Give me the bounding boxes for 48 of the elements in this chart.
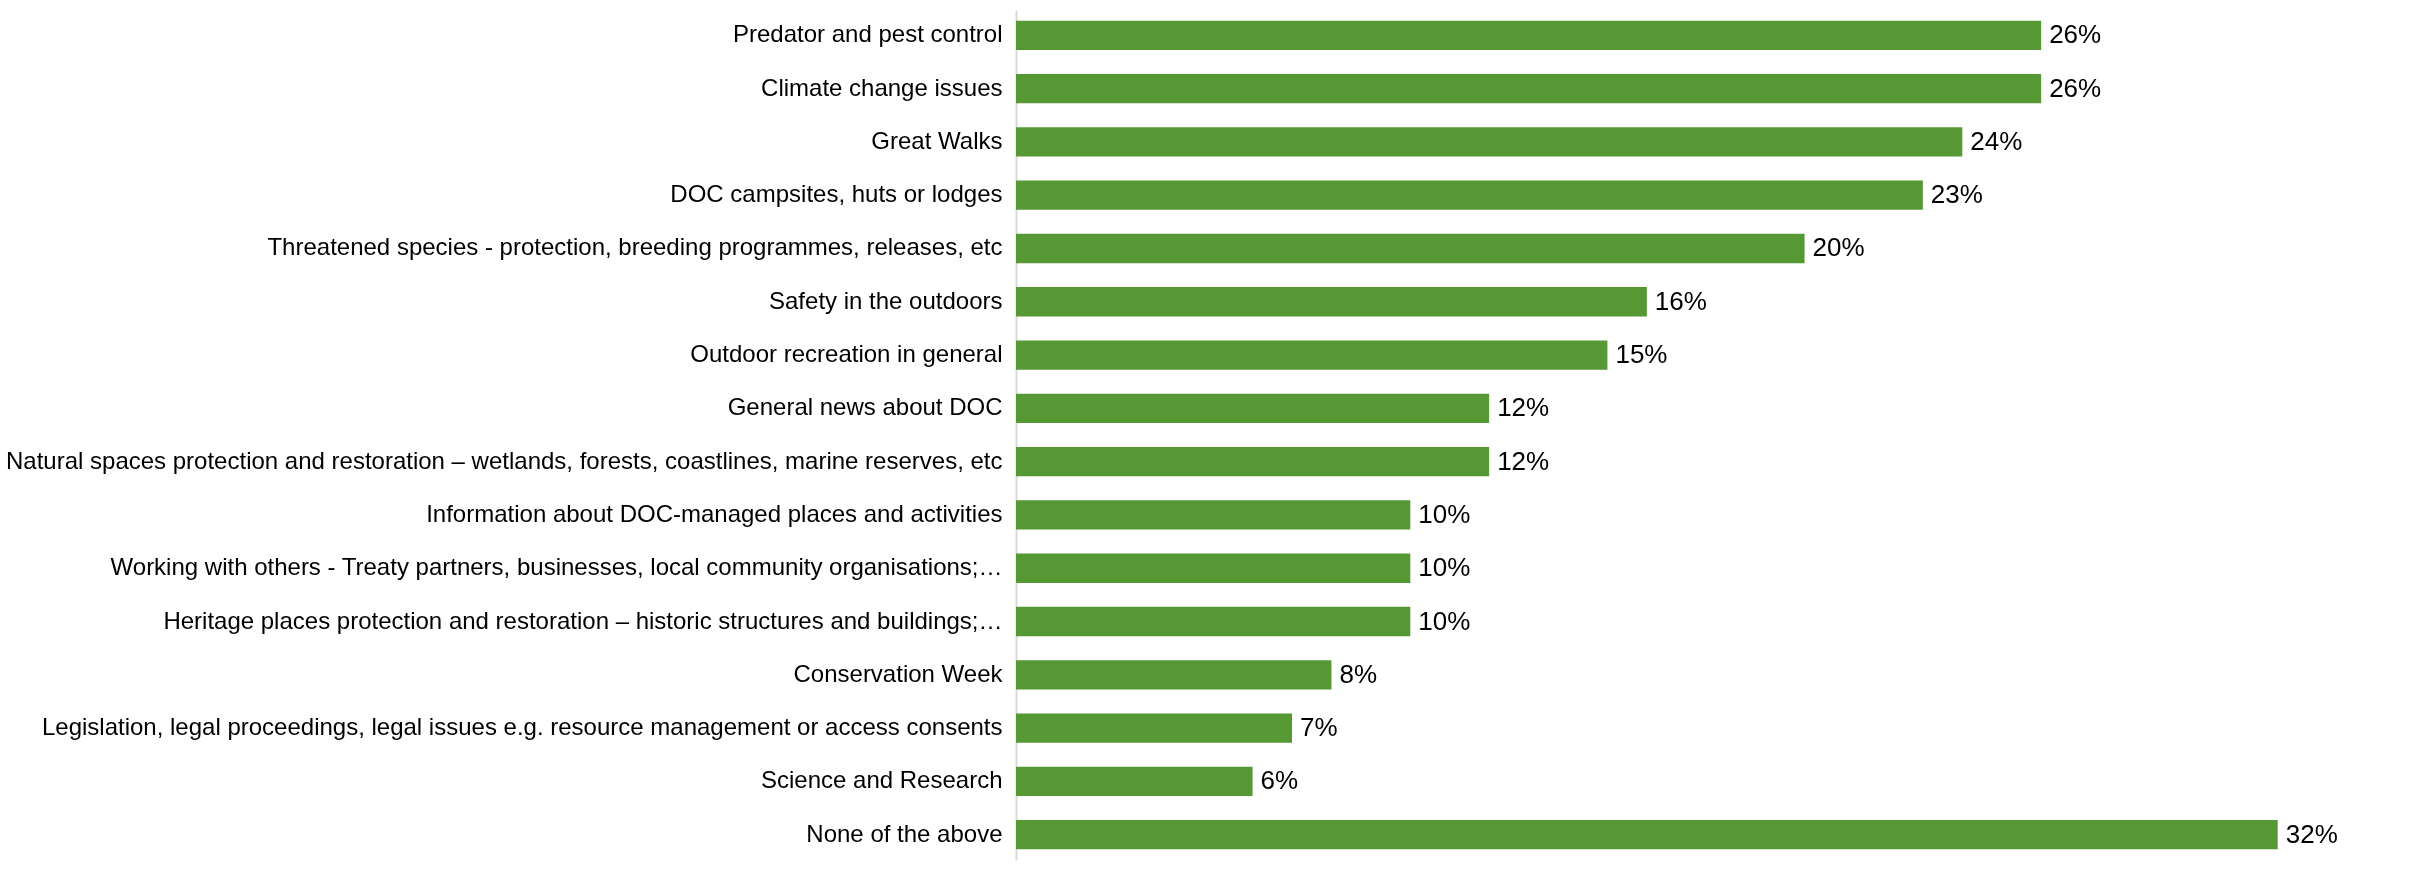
bar [1016,73,2042,104]
data-label: 12% [1497,392,1550,423]
data-label: 16% [1654,285,1707,316]
bar [1016,606,1411,637]
bar [1016,446,1490,477]
data-label: 23% [1930,179,1983,210]
bar [1016,713,1292,743]
y-tick-label: Legislation, legal proceedings, legal issues e.g. resource management or access consents [41,713,1003,741]
data-label: 26% [2049,72,2102,103]
data-label: 15% [1615,339,1668,370]
bar [1016,660,1332,690]
data-label: 8% [1339,658,1378,689]
data-label: 20% [1812,232,1865,263]
y-tick-label: Great Walks [871,126,1003,154]
bar [1016,180,1923,210]
bar [1016,766,1253,797]
data-label: 10% [1418,498,1471,529]
y-tick-label: DOC campsites, huts or lodges [670,180,1003,208]
y-tick-label: Safety in the outdoors [769,286,1003,314]
data-label: 26% [2049,19,2102,50]
bar [1016,553,1411,583]
bar [1016,233,1805,264]
bar [1016,393,1490,424]
data-label: 24% [1970,125,2023,156]
y-tick-label: Natural spaces protection and restoration – wetlands, forests, coastlines, marine reserves, etc [6,446,1003,474]
bar [1016,20,2042,50]
bar [1016,500,1411,530]
y-tick-label: Working with others - Treaty partners, businesses, local community organisations;… [110,553,1003,581]
data-label: 7% [1300,712,1338,743]
data-label: 10% [1418,605,1471,636]
y-tick-label: Science and Research [761,766,1003,794]
y-tick-label: Predator and pest control [733,20,1003,48]
y-tick-label: Threatened species - protection, breeding programmes, releases, etc [267,233,1003,261]
y-tick-label: General news about DOC [727,393,1003,421]
y-tick-label: Information about DOC-managed places and activities [426,499,1003,527]
bar [1016,340,1608,370]
data-label: 32% [2285,818,2338,849]
bar [1016,127,1963,157]
data-label: 10% [1418,552,1471,583]
bar [1016,287,1647,317]
data-label: 6% [1260,765,1299,796]
y-tick-label: Heritage places protection and restoration – historic structures and buildings;… [163,606,1003,634]
data-label: 12% [1497,445,1550,476]
bar [1016,820,2278,850]
y-tick-label: Climate change issues [761,73,1003,101]
y-tick-label: None of the above [806,819,1003,847]
y-tick-label: Conservation Week [793,659,1004,687]
y-tick-label: Outdoor recreation in general [690,340,1003,368]
